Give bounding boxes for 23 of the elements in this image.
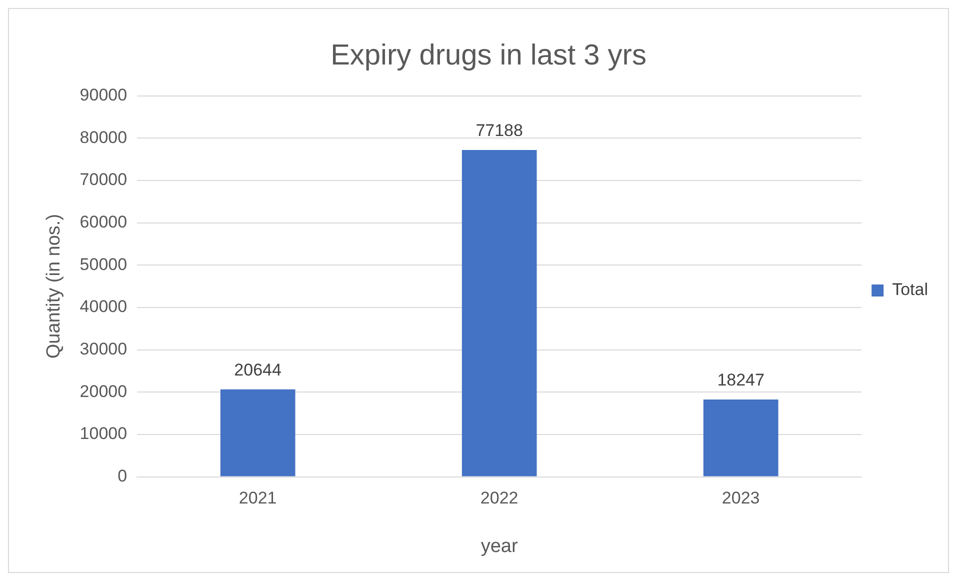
bar [220,389,296,476]
data-label: 77188 [476,121,523,140]
y-tick-label: 90000 [80,85,128,104]
x-tick-label: 2021 [238,488,277,508]
bar [703,400,778,476]
y-tick-label: 20000 [80,382,128,401]
y-tick-label: 10000 [80,424,128,444]
y-tick-label: 60000 [80,212,128,232]
legend-label: Total [892,280,928,300]
x-tick-label: 2023 [722,488,760,508]
data-label: 20644 [234,360,282,380]
y-tick-label: 70000 [80,170,128,190]
y-tick-label: 30000 [80,339,128,358]
y-tick-label: 0 [118,466,128,486]
x-axis-title: year [480,536,518,557]
data-label: 18247 [717,370,764,390]
y-tick-label: 80000 [80,128,128,147]
bar [462,150,537,476]
chart-title: Expiry drugs in last 3 yrs [330,39,646,72]
y-tick-label: 40000 [80,297,128,316]
y-axis-title: Quantity (in nos.) [44,214,65,359]
x-tick-label: 2022 [480,488,518,508]
y-tick-label: 50000 [80,254,128,274]
